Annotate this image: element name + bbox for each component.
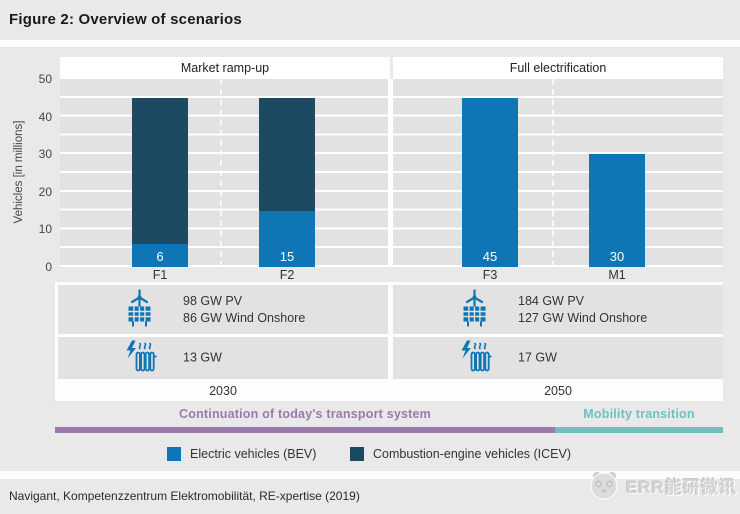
figure-title: Figure 2: Overview of scenarios [9,11,242,28]
transition-bar-mobility [555,427,723,433]
x-axis-labels: F1 F2 F3 M1 [60,268,723,283]
bar-segment [132,97,188,245]
icev-color-swatch [350,447,364,461]
y-tick-label: 30 [38,147,52,162]
bar-segment [589,154,645,267]
renewables-2030-text: 98 GW PV 86 GW Wind Onshore [183,293,305,327]
bar-segment [259,210,315,267]
legend-item-bev: Electric vehicles (BEV) [167,446,316,462]
x-tick-label: M1 [608,268,626,282]
legend-label-icev: Combustion-engine vehicles (ICEV) [373,447,572,461]
year-label-2030: 2030 [209,384,237,398]
heat-cell-2030: 13 GW [58,337,388,379]
column-divider-dashed [552,79,554,267]
heat-cell-2050: 17 GW [393,337,723,379]
y-tick-label: 0 [45,260,52,274]
wind-capacity-2030: 86 GW Wind Onshore [183,310,306,325]
pv-capacity-2050: 184 GW PV [518,293,584,308]
section-divider [388,79,393,267]
footer-separator [0,471,740,479]
bar-f1: 6 [132,79,188,267]
legend-label-bev: Electric vehicles (BEV) [190,447,317,461]
bar-value-label: 30 [609,249,625,264]
source-citation: Navigant, Kompetenzzentrum Elektromobili… [9,489,360,503]
bar-m1: 30 [589,79,645,267]
watermark: ERR能研微讯 [588,464,737,506]
title-separator [0,40,740,47]
section-header-label: Market ramp-up [180,61,270,75]
wind-pv-icon [459,288,490,330]
section-header-full-electrification: Full electrification [393,57,723,79]
wind-capacity-2050: 127 GW Wind Onshore [518,310,648,325]
heat-capacity-2030: 13 GW [183,350,222,365]
bar-f3: 45 [462,79,518,267]
y-tick-label: 50 [38,72,52,86]
bar-f2: 15 [259,79,315,267]
bar-value-label: 15 [279,249,295,264]
renewables-2050-text: 184 GW PV 127 GW Wind Onshore [518,293,647,327]
legend-item-icev: Combustion-engine vehicles (ICEV) [350,446,571,462]
renewables-cell-2050: 184 GW PV 127 GW Wind Onshore [393,285,723,334]
renewables-cell-2030: 98 GW PV 86 GW Wind Onshore [58,285,388,334]
y-axis-ticks: 0 10 20 30 40 50 [0,72,52,274]
bar-value-label: 6 [156,249,164,264]
power-heat-icon [459,340,492,377]
section-header-market-ramp-up: Market ramp-up [60,57,390,79]
pv-capacity-2030: 98 GW PV [183,293,243,308]
section-header-label: Full electrification [509,61,607,75]
scenario-info-table: 98 GW PV 86 GW Wind Onshore [55,282,723,401]
x-tick-label: F3 [482,268,498,282]
bar-segment [462,97,518,267]
heat-capacity-2050: 17 GW [518,350,557,365]
bar-segment [259,97,315,211]
transition-label-continuation: Continuation of today's transport system [179,407,431,421]
y-tick-label: 20 [38,184,52,199]
plot-area: 6 15 45 30 [60,79,723,267]
transition-label-mobility: Mobility transition [583,407,695,421]
bar-value-label: 45 [482,249,498,264]
bar-segment [132,244,188,267]
bev-color-swatch [167,447,181,461]
watermark-logo-icon [588,469,620,501]
wind-pv-icon [124,288,155,330]
transition-bar-continuation [55,427,555,433]
year-label-2050: 2050 [544,384,572,398]
x-tick-label: F2 [279,268,295,282]
y-tick-label: 10 [38,222,52,237]
x-tick-label: F1 [152,268,168,282]
transition-labels: Continuation of today's transport system… [55,407,723,424]
power-heat-icon [124,340,157,377]
watermark-text: ERR能研微讯 [626,477,737,497]
y-tick-label: 40 [38,109,52,124]
column-divider-dashed [220,79,222,267]
